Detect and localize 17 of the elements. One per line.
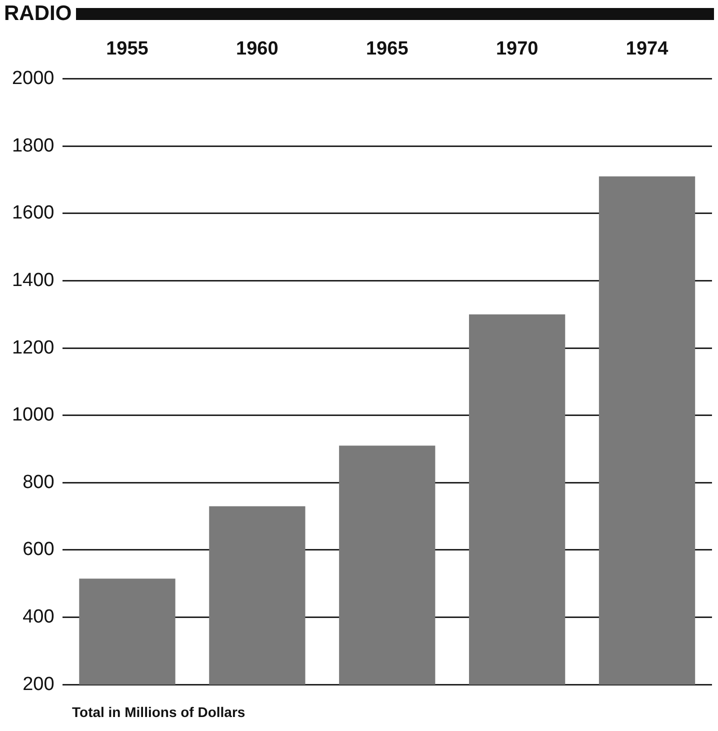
chart-title: RADIO xyxy=(4,2,72,26)
x-tick-label: 1955 xyxy=(106,38,149,60)
text: Total in Millions of Dollars xyxy=(72,704,246,720)
x-tick-label: 1970 xyxy=(496,38,538,60)
y-tick-label: 800 xyxy=(22,472,54,493)
y-tick-label: 1000 xyxy=(12,404,54,426)
x-tick-label: 1974 xyxy=(626,38,669,60)
y-tick-label: 2000 xyxy=(12,68,54,90)
x-tick-label: 1965 xyxy=(366,38,409,60)
y-tick-label: 600 xyxy=(22,539,54,560)
y-tick-label: 200 xyxy=(22,674,54,695)
y-tick-label: 1800 xyxy=(12,135,54,156)
y-tick-label: 1200 xyxy=(12,337,54,358)
y-tick-label: 400 xyxy=(22,606,54,628)
y-tick-label: 1400 xyxy=(12,270,54,291)
x-tick-label: 1960 xyxy=(236,38,278,60)
y-tick-label: 1600 xyxy=(12,202,54,224)
